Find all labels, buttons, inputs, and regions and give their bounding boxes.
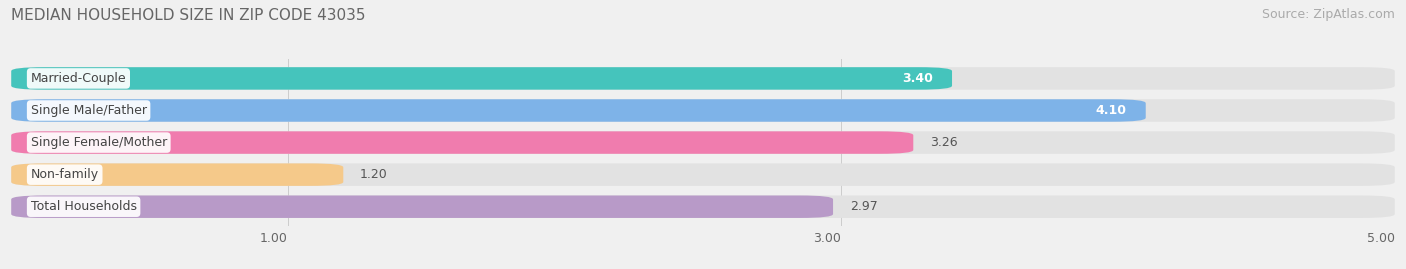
Text: Single Female/Mother: Single Female/Mother [31,136,167,149]
Text: Total Households: Total Households [31,200,136,213]
FancyBboxPatch shape [11,67,952,90]
Text: Single Male/Father: Single Male/Father [31,104,146,117]
FancyBboxPatch shape [11,163,1395,186]
FancyBboxPatch shape [11,99,1395,122]
Text: 4.10: 4.10 [1095,104,1126,117]
FancyBboxPatch shape [11,99,1146,122]
Text: 2.97: 2.97 [849,200,877,213]
Text: Married-Couple: Married-Couple [31,72,127,85]
FancyBboxPatch shape [11,131,914,154]
FancyBboxPatch shape [11,196,1395,218]
Text: MEDIAN HOUSEHOLD SIZE IN ZIP CODE 43035: MEDIAN HOUSEHOLD SIZE IN ZIP CODE 43035 [11,8,366,23]
FancyBboxPatch shape [11,163,343,186]
Text: 3.40: 3.40 [901,72,932,85]
Text: 1.20: 1.20 [360,168,388,181]
FancyBboxPatch shape [11,67,1395,90]
Text: 3.26: 3.26 [929,136,957,149]
FancyBboxPatch shape [11,196,832,218]
Text: Non-family: Non-family [31,168,98,181]
Text: Source: ZipAtlas.com: Source: ZipAtlas.com [1261,8,1395,21]
FancyBboxPatch shape [11,131,1395,154]
